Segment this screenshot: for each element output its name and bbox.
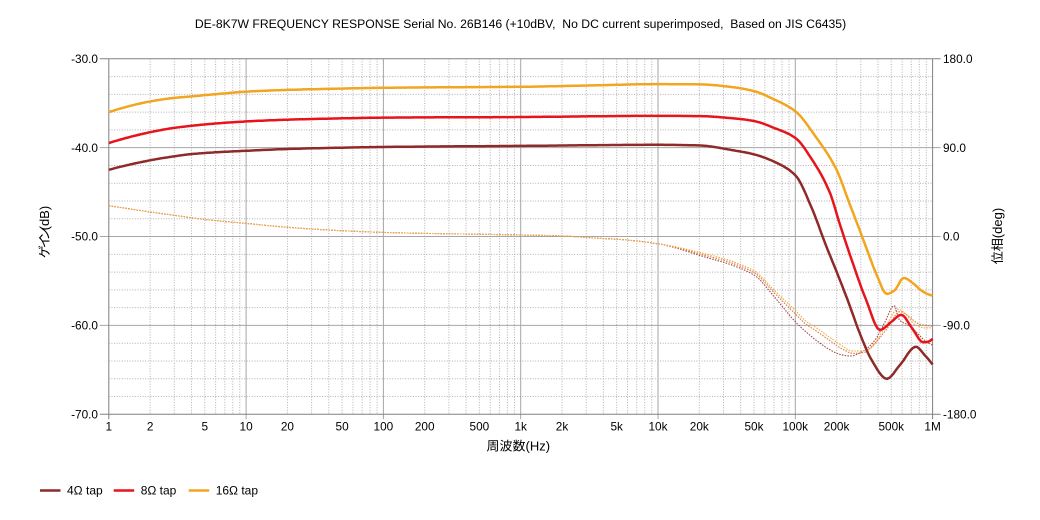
svg-text:100k: 100k (783, 420, 809, 434)
svg-text:2: 2 (147, 420, 154, 434)
svg-text:500: 500 (470, 420, 490, 434)
svg-text:-70.0: -70.0 (71, 407, 98, 421)
svg-text:2k: 2k (556, 420, 569, 434)
svg-text:50: 50 (336, 420, 350, 434)
svg-text:(Hz): (Hz) (526, 439, 551, 454)
svg-text:200: 200 (415, 420, 435, 434)
svg-text:8Ω tap: 8Ω tap (141, 483, 177, 497)
svg-text:180.0: 180.0 (943, 52, 973, 66)
svg-text:-90.0: -90.0 (943, 319, 970, 333)
svg-text:20k: 20k (690, 420, 709, 434)
svg-text:(dB): (dB) (37, 206, 52, 231)
svg-text:50k: 50k (744, 420, 763, 434)
svg-text:5k: 5k (610, 420, 623, 434)
svg-text:10k: 10k (648, 420, 667, 434)
svg-text:1M: 1M (924, 420, 940, 434)
svg-text:5: 5 (202, 420, 209, 434)
svg-text:-180.0: -180.0 (943, 407, 977, 421)
svg-text:4Ω tap: 4Ω tap (67, 483, 103, 497)
svg-text:1k: 1k (514, 420, 527, 434)
svg-text:-60.0: -60.0 (71, 319, 98, 333)
svg-text:10: 10 (240, 420, 254, 434)
svg-text:100: 100 (374, 420, 394, 434)
svg-text:DE-8K7W FREQUENCY RESPONSE Ser: DE-8K7W FREQUENCY RESPONSE Serial No. 26… (195, 17, 846, 31)
svg-text:1: 1 (106, 420, 113, 434)
svg-text:90.0: 90.0 (943, 141, 966, 155)
svg-text:-30.0: -30.0 (71, 52, 98, 66)
svg-text:200k: 200k (824, 420, 850, 434)
svg-text:20: 20 (281, 420, 295, 434)
svg-text:500k: 500k (879, 420, 905, 434)
svg-text:16Ω tap: 16Ω tap (216, 483, 259, 497)
svg-text:(deg): (deg) (990, 208, 1005, 238)
svg-text:0.0: 0.0 (943, 230, 960, 244)
svg-text:-50.0: -50.0 (71, 230, 98, 244)
svg-text:-40.0: -40.0 (71, 141, 98, 155)
